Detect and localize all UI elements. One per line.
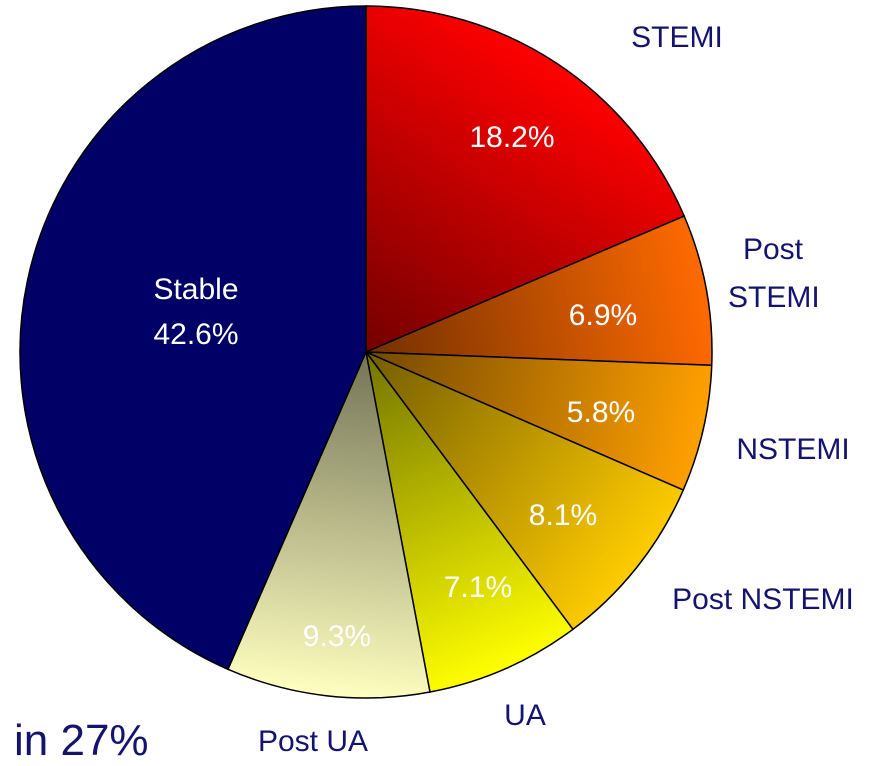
category-label: NSTEMI (736, 433, 850, 466)
value-label: 5.8% (566, 396, 636, 429)
value-label: 9.3% (302, 620, 372, 653)
value-label: 7.1% (443, 571, 513, 604)
pie-slice (365, 351, 713, 492)
pie-slice (226, 349, 431, 699)
category-label: UA (504, 699, 546, 732)
value-label: 8.1% (528, 499, 598, 532)
category-label: STEMI (631, 21, 723, 54)
pie-slice (365, 351, 574, 693)
value-label: 18.2% (469, 121, 555, 154)
pie-slice (365, 215, 713, 367)
value-label: 6.9% (568, 299, 638, 332)
pie-slice (363, 350, 685, 631)
category-label: Post STEMI (728, 233, 820, 314)
pie-slice (19, 5, 367, 671)
pie-slice (365, 5, 686, 354)
value-label: 42.6% (153, 318, 239, 351)
category-label: Stable (153, 273, 239, 306)
category-label: Post UA (257, 725, 369, 758)
category-label: Post NSTEMI (672, 583, 854, 616)
annotation: in 27% (14, 716, 149, 765)
